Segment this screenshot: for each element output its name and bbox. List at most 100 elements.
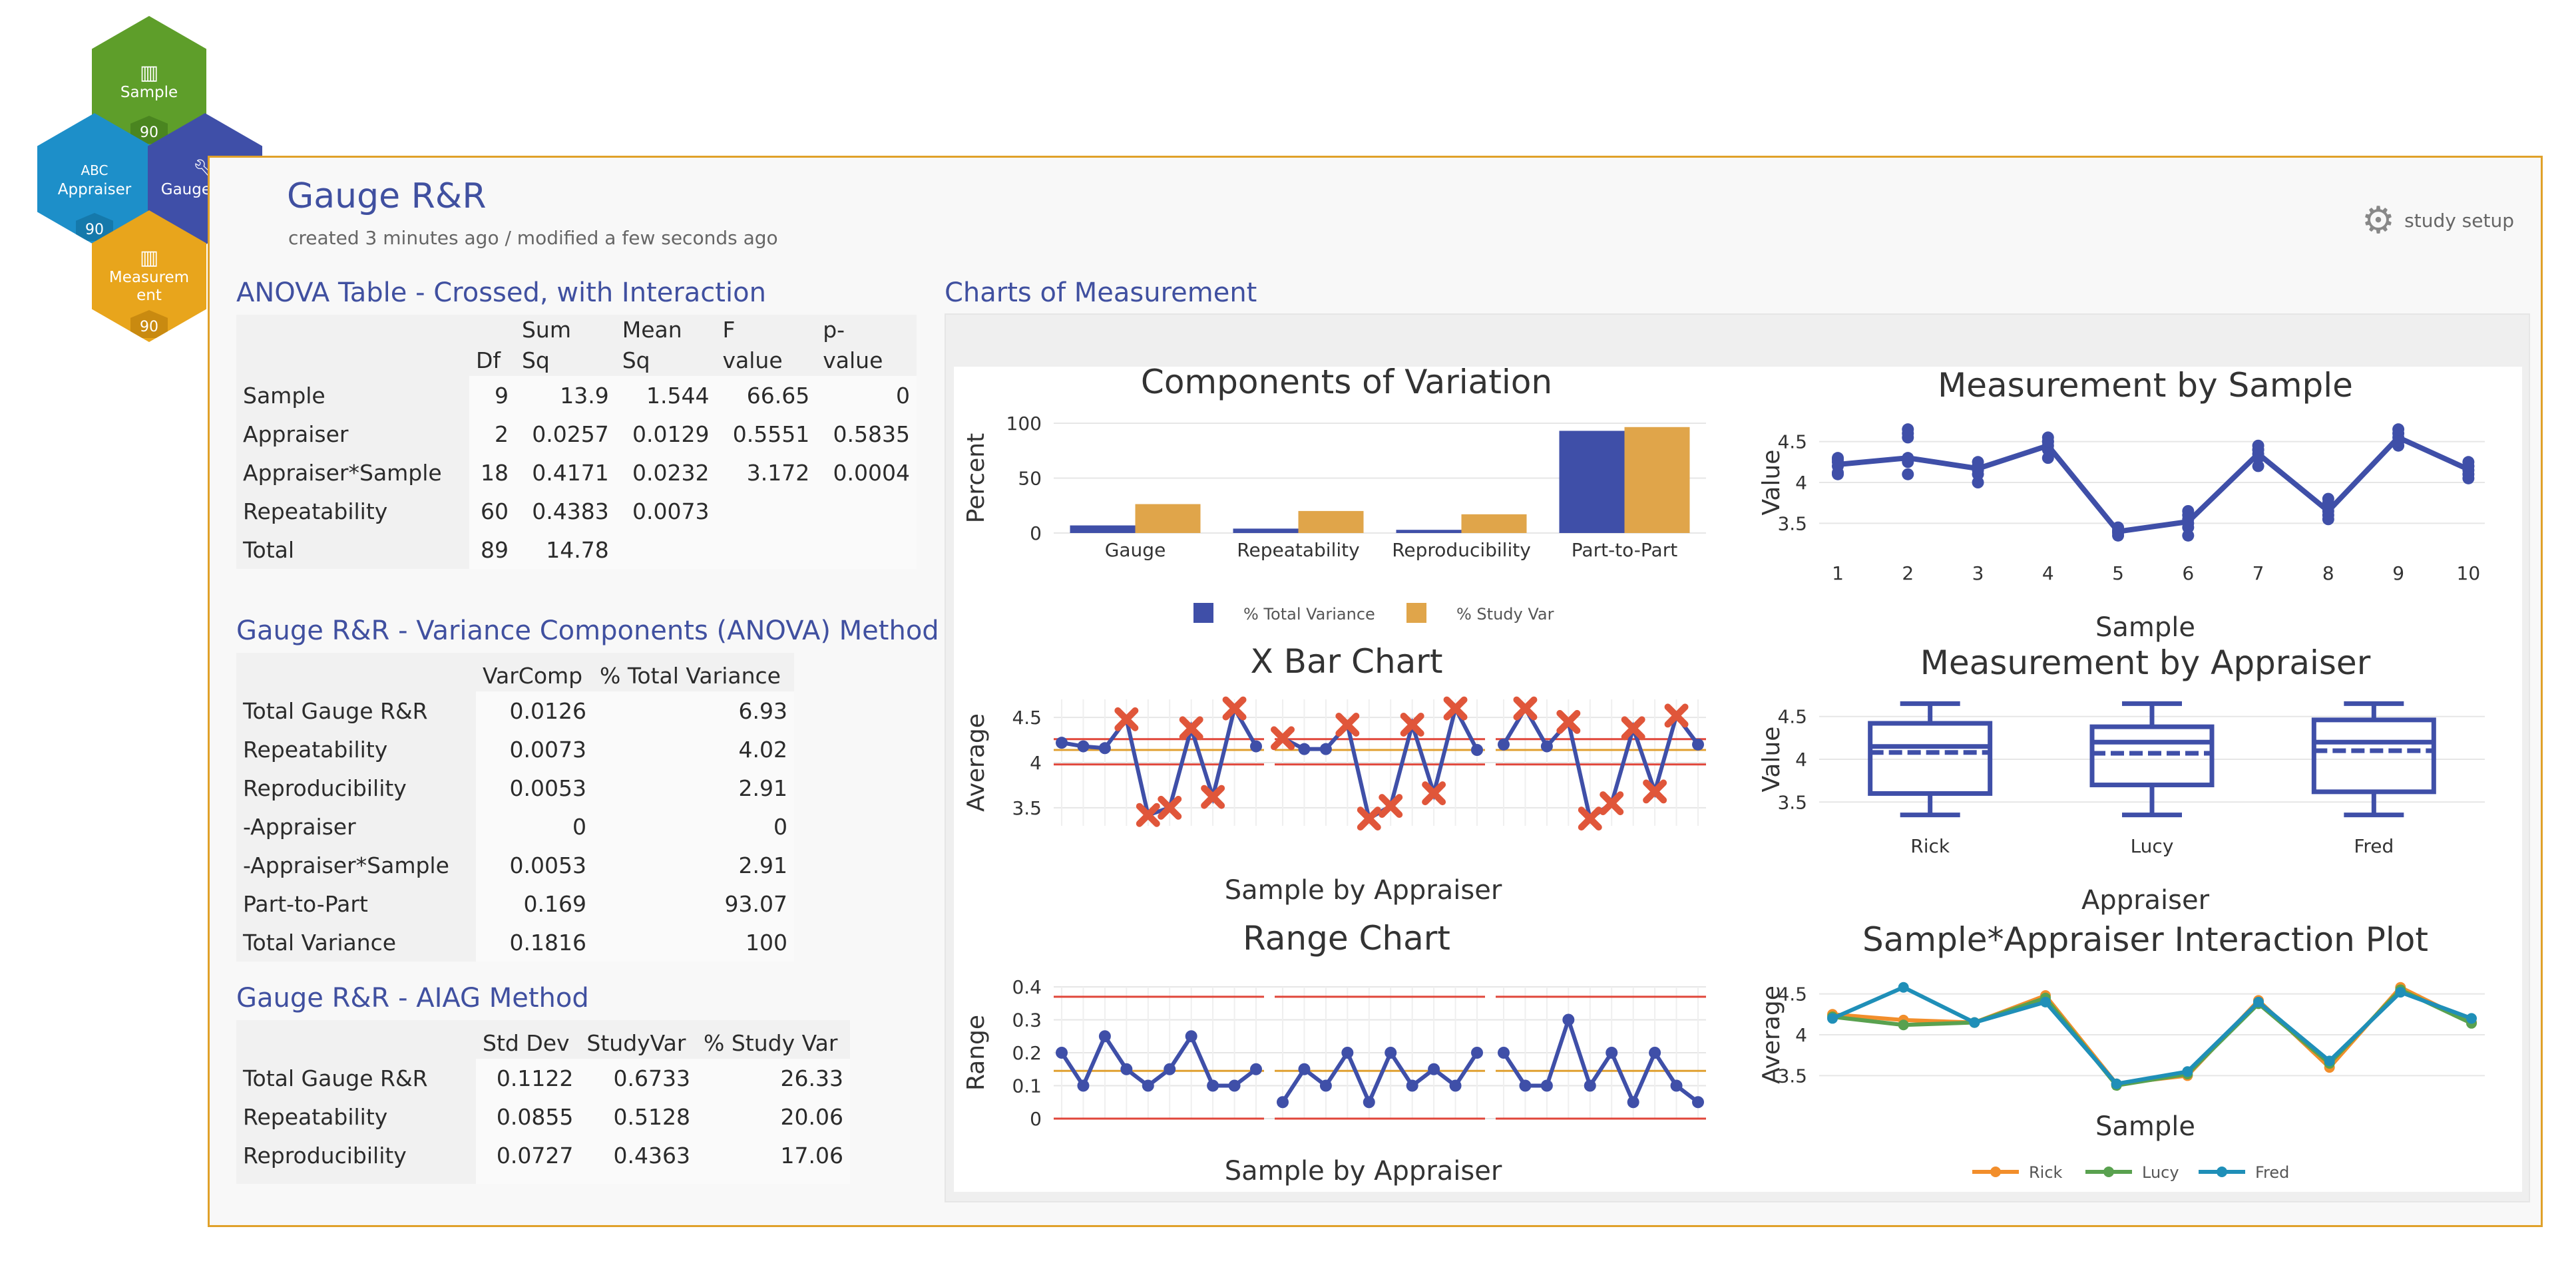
data-point [1471, 744, 1483, 756]
table-header-blank [236, 315, 469, 376]
chart-title-interaction-plot: Sample*Appraiser Interaction Plot [1862, 920, 2428, 959]
table-row: Total 89 14.78 [236, 530, 917, 569]
out-of-control-marker [1201, 785, 1225, 809]
data-point [2111, 1078, 2122, 1089]
table-row: Total Gauge R&R 0.0126 6.93 [236, 691, 794, 730]
x-tick-label: Gauge [1105, 539, 1166, 561]
column-header[interactable]: Sum Sq [515, 315, 616, 376]
table-cell: 0.0129 [615, 415, 716, 453]
x-axis-label: Appraiser [2081, 885, 2210, 916]
y-tick-label: 4.5 [1777, 431, 1807, 453]
data-point [2040, 996, 2051, 1007]
out-of-control-marker [1578, 807, 1602, 831]
chart-title-range-chart: Range Chart [1243, 919, 1450, 958]
column-header[interactable]: % Total Variance [592, 653, 794, 691]
series-line-fred [1831, 985, 2473, 1086]
data-point [1498, 738, 1510, 751]
row-label: Repeatability [236, 730, 476, 769]
table-row: -Appraiser*Sample 0.0053 2.91 [236, 846, 794, 884]
data-point [1519, 1079, 1532, 1092]
y-tick-label: 0.3 [1012, 1009, 1042, 1031]
aiag-table-viewport[interactable]: Std Dev StudyVar% Study Var Total Gauge R&… [236, 1020, 850, 1184]
legend-swatch [1406, 603, 1426, 623]
bar-gauge-0 [1070, 525, 1136, 533]
column-header[interactable]: p-value [816, 315, 917, 376]
x-axis-label: Sample [2095, 612, 2195, 643]
study-setup-button[interactable]: ⚙ study setup [2362, 199, 2514, 242]
legend-marker [1990, 1167, 2001, 1177]
study-setup-label: study setup [2404, 210, 2514, 232]
page-subtitle: created 3 minutes ago / modified a few s… [288, 227, 778, 249]
page-title: Gauge R&R [287, 176, 487, 216]
table-cell: 0 [697, 1175, 850, 1184]
column-header[interactable]: Df [469, 315, 515, 376]
column-header[interactable]: % Study Var [697, 1020, 850, 1059]
bar-gauge-1 [1135, 504, 1201, 533]
data-point [1406, 1079, 1418, 1092]
legend-label: % Total Variance [1243, 605, 1375, 624]
y-tick-label: 100 [1006, 413, 1042, 435]
table-cell: 60 [469, 492, 515, 530]
y-axis-label: Percent [963, 433, 990, 523]
row-label: Appraiser [236, 415, 469, 453]
y-tick-label: 50 [1018, 468, 1042, 490]
table-cell: 9 [469, 376, 515, 415]
aiag-table: Std Dev StudyVar% Study Var Total Gauge R&… [236, 1020, 850, 1184]
bar-reproducibility-0 [1396, 530, 1462, 533]
data-point [1562, 1013, 1575, 1026]
column-header[interactable]: StudyVar [580, 1020, 698, 1059]
table-cell: 3.172 [716, 453, 817, 492]
table-cell: 0.1816 [476, 923, 593, 962]
data-point [1606, 1047, 1618, 1059]
data-point [1098, 1030, 1111, 1043]
table-cell: 26.33 [697, 1059, 850, 1097]
data-point [2462, 460, 2475, 472]
y-tick-label: 0 [1030, 1108, 1042, 1130]
series-line [1281, 1048, 1479, 1107]
data-point [1120, 1063, 1133, 1075]
y-tick-label: 4.5 [1012, 707, 1042, 729]
y-axis-label: Average [1758, 986, 1785, 1084]
data-point [1056, 737, 1068, 749]
data-point [1142, 1079, 1154, 1092]
row-label: -Appraiser [236, 1175, 476, 1184]
y-axis-label: Average [963, 713, 990, 812]
column-header[interactable]: VarComp [476, 653, 593, 691]
mean-line [1837, 434, 2470, 534]
chart-title-components: Components of Variation [1141, 367, 1552, 401]
y-tick-label: 4.5 [1777, 706, 1807, 728]
table-cell: 0 [476, 1175, 580, 1184]
box [2089, 724, 2215, 788]
charts-title: Charts of Measurement [945, 277, 1257, 308]
table-cell: 4.02 [592, 730, 794, 769]
bar-reproducibility-1 [1461, 514, 1527, 533]
table-header-row: VarComp% Total Variance [236, 653, 794, 691]
data-point [1832, 460, 1844, 472]
data-point [1298, 1063, 1311, 1075]
data-point [2182, 1066, 2193, 1077]
y-axis-label: Value [1758, 727, 1785, 793]
table-cell [716, 530, 817, 569]
data-point [1498, 1047, 1510, 1059]
anova-title: ANOVA Table - Crossed, with Interaction [236, 277, 766, 308]
data-point [1898, 982, 1909, 993]
abc-icon: ABC [81, 162, 108, 178]
data-point [1670, 1079, 1683, 1092]
column-header[interactable]: Std Dev [476, 1020, 580, 1059]
out-of-control-marker [1335, 713, 1360, 737]
row-label: Total [236, 530, 469, 569]
y-tick-label: 4 [1030, 752, 1042, 774]
data-point [2112, 525, 2125, 538]
series-line-lucy [1832, 987, 2473, 1088]
y-tick-label: 0 [1030, 522, 1042, 544]
data-point [1228, 1079, 1241, 1092]
table-cell [816, 492, 917, 530]
column-header[interactable]: Mean Sq [615, 315, 716, 376]
varcomp-table: VarComp% Total Variance Total Gauge R&R 0.… [236, 653, 794, 962]
table-row: Sample 9 13.9 1.544 66.65 0 [236, 376, 917, 415]
data-point [1207, 1079, 1219, 1092]
out-of-control-marker [1271, 726, 1295, 751]
series-line [1060, 1031, 1257, 1090]
table-cell: 0.6733 [580, 1059, 698, 1097]
